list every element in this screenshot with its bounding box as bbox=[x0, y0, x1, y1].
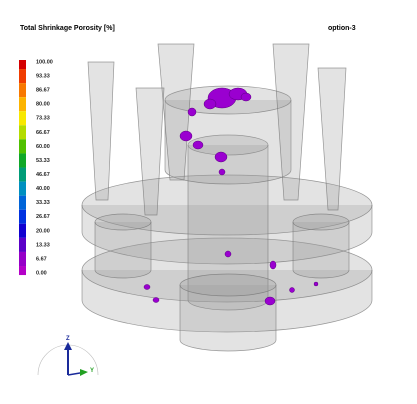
legend-label: 46.67 bbox=[36, 172, 50, 178]
legend-label: 53.33 bbox=[36, 158, 50, 164]
axis-triad: Z Y bbox=[37, 336, 99, 376]
legend-swatch bbox=[19, 83, 26, 98]
legend-label: 26.67 bbox=[36, 214, 50, 220]
legend-swatch bbox=[19, 111, 26, 126]
legend-label: 73.33 bbox=[36, 116, 50, 122]
legend-label: 80.00 bbox=[36, 102, 50, 108]
legend-swatch bbox=[19, 266, 26, 276]
legend-label: 13.33 bbox=[36, 242, 50, 248]
legend-swatch bbox=[19, 60, 26, 70]
legend-swatch bbox=[19, 195, 26, 210]
legend-label: 0.00 bbox=[36, 271, 47, 277]
legend-swatch bbox=[19, 251, 26, 267]
legend-label: 33.33 bbox=[36, 200, 50, 206]
legend-swatch bbox=[19, 69, 26, 84]
legend-swatch bbox=[19, 167, 26, 182]
legend-label: 20.00 bbox=[36, 228, 50, 234]
legend-label: 6.67 bbox=[36, 256, 47, 262]
legend-label: 60.00 bbox=[36, 144, 50, 150]
legend-swatch bbox=[19, 223, 26, 238]
legend-swatch bbox=[19, 97, 26, 112]
legend-swatch bbox=[19, 237, 26, 252]
legend-swatch bbox=[19, 139, 26, 154]
legend-label: 40.00 bbox=[36, 186, 50, 192]
legend-swatch bbox=[19, 153, 26, 168]
porosity-defects bbox=[143, 87, 319, 306]
legend-label: 100.00 bbox=[36, 59, 53, 65]
casting-model bbox=[81, 43, 373, 352]
legend-label: 93.33 bbox=[36, 74, 50, 80]
legend-swatch bbox=[19, 209, 26, 224]
legend-label: 86.67 bbox=[36, 88, 50, 94]
title: Total Shrinkage Porosity [%] bbox=[20, 25, 115, 32]
y-axis-label: Y bbox=[90, 368, 94, 374]
legend-swatch bbox=[19, 125, 26, 140]
legend-swatch bbox=[19, 181, 26, 196]
z-axis-label: Z bbox=[66, 336, 70, 342]
color-legend: 100.00 93.33 86.67 80.00 73.33 66.67 60.00 53.3… bbox=[19, 59, 53, 277]
option-label: option-3 bbox=[328, 25, 356, 32]
legend-label: 66.67 bbox=[36, 130, 50, 136]
